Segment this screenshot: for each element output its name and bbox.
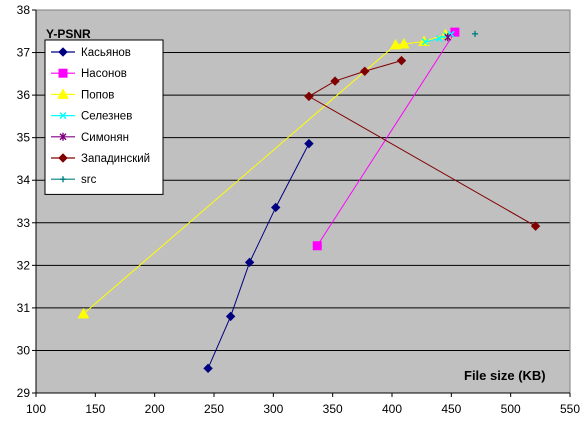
point-marker	[472, 30, 479, 37]
series-Насонов	[312, 27, 460, 251]
y-tick-label: 32	[17, 258, 31, 272]
legend-item: Западинский	[51, 153, 150, 165]
point-marker	[312, 241, 322, 251]
point-marker	[59, 112, 67, 120]
point-marker	[421, 38, 429, 46]
series-Западинский	[304, 55, 541, 231]
y-tick-label: 31	[17, 301, 31, 315]
legend-label: Попов	[81, 89, 114, 101]
series-line	[425, 33, 452, 43]
point-marker	[304, 138, 314, 149]
series-line	[316, 31, 456, 247]
point-marker	[225, 311, 236, 322]
legend-item: Селезнев	[51, 111, 132, 123]
x-tick-label: 550	[560, 402, 580, 416]
point-marker	[77, 307, 90, 319]
point-marker	[57, 88, 69, 99]
series-Касьянов	[203, 138, 314, 374]
point-marker	[330, 76, 340, 86]
series-src	[472, 30, 479, 37]
point-marker	[58, 153, 68, 163]
point-marker	[59, 132, 67, 141]
x-tick-label: 250	[204, 402, 224, 416]
legend-item: Симонян	[51, 132, 129, 144]
axes: 29 30 31 32 33 34 35 36 37 38 100 150 200 250 300 350 40…	[17, 3, 581, 416]
x-tick-label: 200	[145, 402, 165, 416]
x-tick-label: 150	[85, 402, 105, 416]
chart-title: Y-PSNR	[46, 27, 91, 41]
y-tick-label: 38	[17, 3, 31, 17]
point-marker	[396, 55, 407, 66]
point-marker	[389, 38, 402, 50]
legend-label: Симонян	[81, 132, 129, 144]
point-marker	[58, 68, 68, 78]
point-marker	[444, 33, 452, 42]
y-tick-label: 37	[17, 46, 31, 60]
point-marker	[304, 91, 314, 102]
y-tick-label: 33	[17, 216, 31, 230]
legend-item: src	[51, 174, 97, 186]
y-tick-label: 36	[17, 88, 31, 102]
legend-label: Касьянов	[81, 47, 131, 59]
y-tick-label: 29	[17, 386, 31, 400]
legend-label: Селезнев	[81, 111, 132, 123]
legend-label: Западинский	[81, 153, 150, 165]
x-tick-label: 300	[263, 402, 283, 416]
point-marker	[203, 363, 213, 374]
point-marker	[359, 66, 370, 76]
point-marker	[530, 221, 541, 231]
point-marker	[398, 38, 410, 49]
series-Симонян	[444, 33, 452, 42]
legend-label: src	[81, 174, 97, 186]
x-tick-label: 450	[441, 402, 461, 416]
x-tick-label: 400	[382, 402, 402, 416]
legend-item: Попов	[51, 88, 114, 101]
x-tick-label: 100	[26, 402, 46, 416]
point-marker	[244, 257, 255, 268]
y-tick-label: 34	[17, 173, 31, 187]
legend-item: Насонов	[51, 68, 127, 80]
point-marker	[60, 176, 66, 183]
point-marker	[270, 202, 281, 213]
legend-item: Касьянов	[51, 47, 131, 59]
x-tick-label: 350	[323, 402, 343, 416]
legend-label: Насонов	[81, 68, 127, 80]
legend: Касьянов Насонов Попов Селезнев Симонян Запад…	[44, 39, 164, 195]
y-tick-label: 30	[17, 343, 31, 357]
x-axis-label: File size (KB)	[464, 368, 546, 383]
point-marker	[435, 35, 443, 43]
point-marker	[450, 27, 460, 37]
series-layer	[77, 27, 541, 374]
x-tick-label: 500	[501, 402, 521, 416]
point-marker	[58, 47, 68, 57]
y-tick-label: 35	[17, 131, 31, 145]
